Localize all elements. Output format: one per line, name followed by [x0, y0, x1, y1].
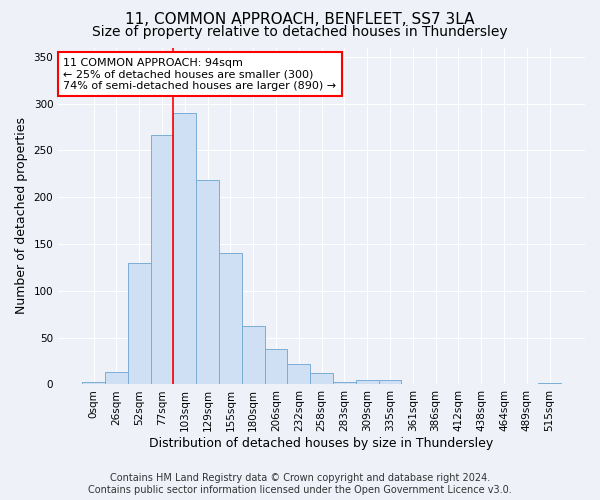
Text: Size of property relative to detached houses in Thundersley: Size of property relative to detached ho… [92, 25, 508, 39]
Bar [173, 113, 196, 384]
Bar [356, 380, 379, 384]
Bar [196, 180, 219, 384]
Text: 11 COMMON APPROACH: 94sqm
← 25% of detached houses are smaller (300)
74% of semi: 11 COMMON APPROACH: 94sqm ← 25% of detac… [64, 58, 337, 91]
Bar [128, 263, 151, 384]
Bar [379, 380, 401, 384]
Bar [219, 254, 242, 384]
Bar [310, 373, 333, 384]
Bar [82, 382, 105, 384]
Bar [287, 364, 310, 384]
Bar [151, 134, 173, 384]
Y-axis label: Number of detached properties: Number of detached properties [15, 118, 28, 314]
Text: Contains HM Land Registry data © Crown copyright and database right 2024.
Contai: Contains HM Land Registry data © Crown c… [88, 474, 512, 495]
Bar [105, 372, 128, 384]
X-axis label: Distribution of detached houses by size in Thundersley: Distribution of detached houses by size … [149, 437, 494, 450]
Text: 11, COMMON APPROACH, BENFLEET, SS7 3LA: 11, COMMON APPROACH, BENFLEET, SS7 3LA [125, 12, 475, 28]
Bar [265, 349, 287, 384]
Bar [333, 382, 356, 384]
Bar [538, 382, 561, 384]
Bar [242, 326, 265, 384]
